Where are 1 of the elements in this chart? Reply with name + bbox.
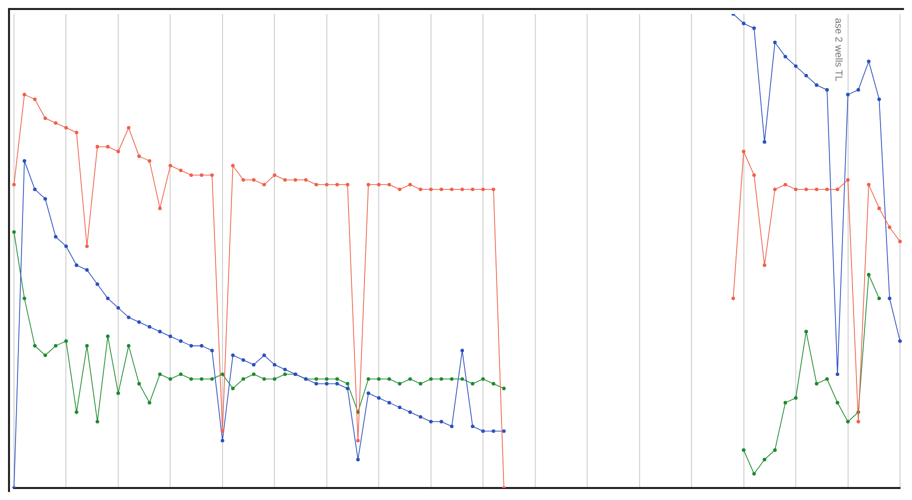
- annotation: ase 2 wells TL: [832, 18, 844, 82]
